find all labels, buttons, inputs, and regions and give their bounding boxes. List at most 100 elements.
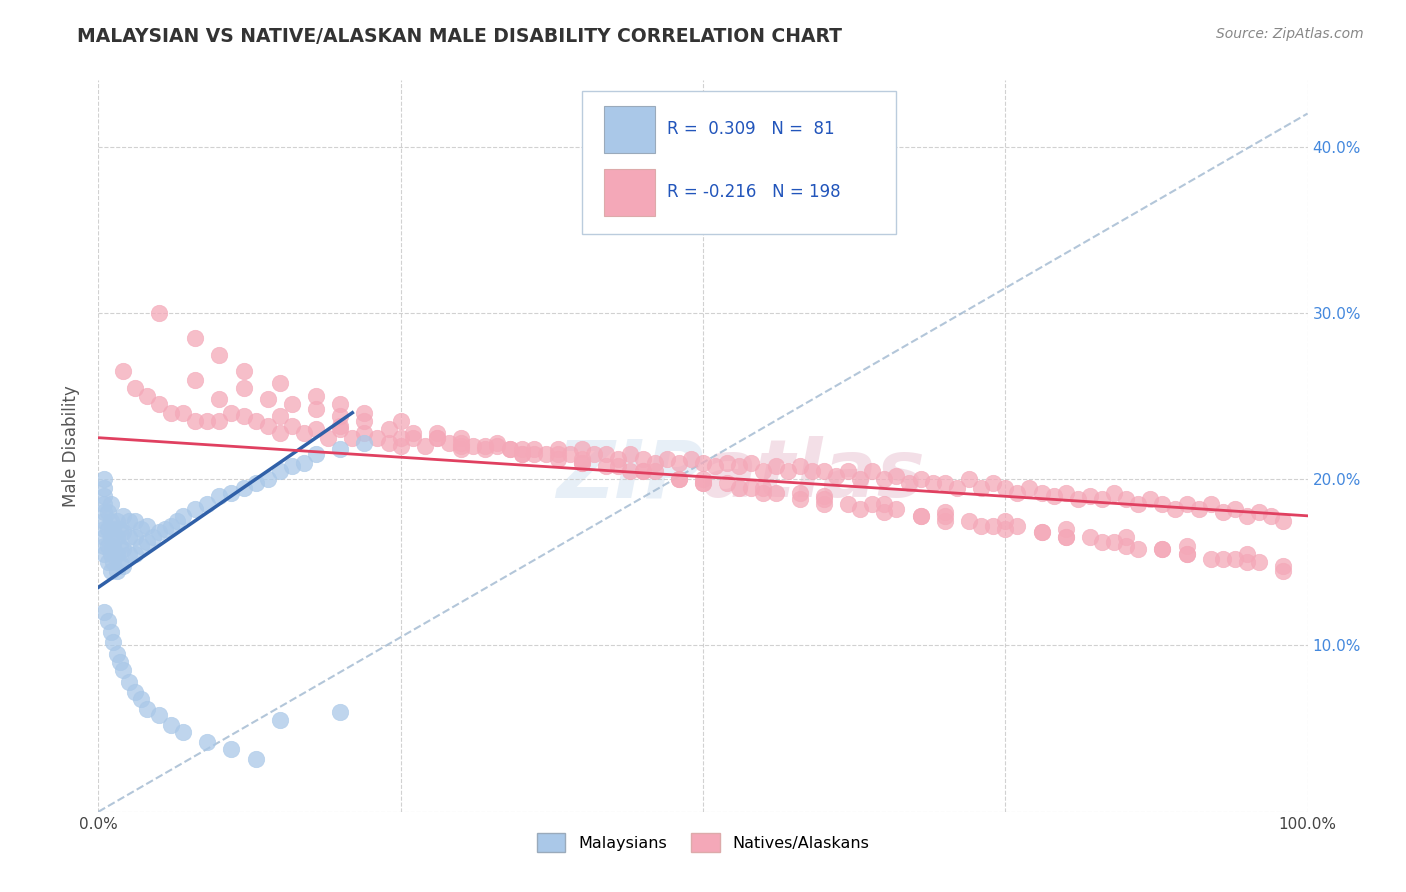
Point <box>245 751 267 765</box>
Point <box>292 425 315 440</box>
Point <box>631 464 654 478</box>
Point <box>1054 522 1077 536</box>
Point <box>166 514 188 528</box>
Point <box>184 331 207 345</box>
Point <box>860 464 883 478</box>
Point <box>281 419 304 434</box>
Y-axis label: Male Disability: Male Disability <box>62 385 80 507</box>
Point <box>1272 564 1295 578</box>
Point <box>1018 481 1040 495</box>
Point <box>108 522 131 536</box>
Point <box>498 442 520 457</box>
Point <box>849 502 872 516</box>
Point <box>93 506 115 520</box>
Point <box>813 492 835 507</box>
Point <box>108 539 131 553</box>
Point <box>129 691 152 706</box>
Point <box>789 492 811 507</box>
Point <box>148 397 170 411</box>
Point <box>97 522 120 536</box>
Point <box>111 664 134 678</box>
Point <box>765 458 787 473</box>
Point <box>111 558 134 573</box>
Point <box>981 475 1004 490</box>
Point <box>970 481 993 495</box>
Point <box>105 564 128 578</box>
Point <box>1175 547 1198 561</box>
Point <box>800 464 823 478</box>
Point <box>1249 555 1271 569</box>
Point <box>1115 530 1137 544</box>
Point <box>1199 497 1222 511</box>
Point <box>305 447 328 461</box>
Point <box>100 497 122 511</box>
Point <box>305 389 328 403</box>
Point <box>523 447 546 461</box>
Point <box>101 635 124 649</box>
Point <box>1175 497 1198 511</box>
Point <box>208 414 231 428</box>
Point <box>789 485 811 500</box>
Point <box>910 472 932 486</box>
Point <box>450 442 472 457</box>
Point <box>1236 555 1258 569</box>
Point <box>100 547 122 561</box>
Point <box>463 439 485 453</box>
Point <box>256 472 278 486</box>
Point <box>195 735 218 749</box>
Point <box>728 481 751 495</box>
Point <box>934 514 956 528</box>
Point <box>510 447 533 461</box>
Point <box>789 458 811 473</box>
Point <box>366 431 388 445</box>
Point <box>195 497 218 511</box>
Text: atlas: atlas <box>703 436 925 515</box>
Point <box>105 547 128 561</box>
Point <box>523 442 546 457</box>
Point <box>957 472 980 486</box>
Point <box>486 439 509 453</box>
Point <box>124 514 146 528</box>
Point <box>849 472 872 486</box>
Point <box>1163 502 1185 516</box>
Point <box>232 409 254 423</box>
Point <box>269 376 291 390</box>
Point <box>498 442 520 457</box>
Point <box>437 435 460 450</box>
Legend: Malaysians, Natives/Alaskans: Malaysians, Natives/Alaskans <box>530 826 876 859</box>
Point <box>97 555 120 569</box>
Point <box>101 555 124 569</box>
Point <box>957 514 980 528</box>
Point <box>583 447 606 461</box>
Point <box>97 614 120 628</box>
Point <box>474 442 496 457</box>
Point <box>413 439 436 453</box>
Point <box>1249 506 1271 520</box>
Point <box>353 406 375 420</box>
Point <box>1054 485 1077 500</box>
Point <box>93 514 115 528</box>
Point <box>921 475 943 490</box>
Point <box>232 364 254 378</box>
Point <box>389 414 412 428</box>
Point <box>100 530 122 544</box>
Point <box>1236 508 1258 523</box>
Point <box>124 381 146 395</box>
Point <box>184 502 207 516</box>
Point <box>377 435 399 450</box>
Point <box>353 414 375 428</box>
Point <box>148 306 170 320</box>
Point <box>1091 535 1114 549</box>
Point <box>813 489 835 503</box>
Point <box>353 435 375 450</box>
Point <box>389 431 412 445</box>
Point <box>342 431 364 445</box>
Point <box>329 442 352 457</box>
Point <box>1175 547 1198 561</box>
Text: R = -0.216   N = 198: R = -0.216 N = 198 <box>666 183 841 202</box>
Point <box>970 518 993 533</box>
Point <box>111 364 134 378</box>
Point <box>118 547 141 561</box>
Point <box>510 447 533 461</box>
Point <box>946 481 969 495</box>
